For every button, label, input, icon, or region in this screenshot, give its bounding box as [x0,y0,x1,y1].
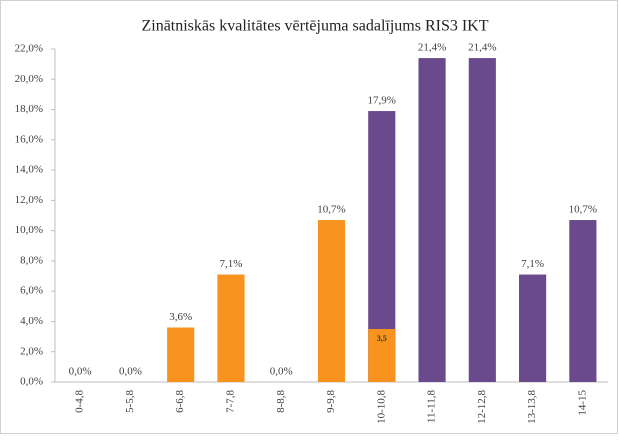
data-label: 0,0% [69,366,92,378]
bar [519,274,547,382]
y-tick-label: 8,0% [20,254,43,266]
bar [418,58,446,382]
x-tick-label: 8-8,8 [275,390,287,413]
y-tick-label: 0,0% [20,376,43,388]
x-tick-label: 9-9,8 [325,390,337,413]
bar [569,220,597,382]
data-label: 21,4% [418,42,446,54]
data-label: 17,9% [368,95,396,107]
bar [167,327,195,382]
x-tick-label: 10-10,8 [375,390,387,424]
y-tick-label: 22,0% [15,43,43,55]
y-tick-label: 14,0% [15,164,43,176]
x-tick-label: 5-5,8 [124,390,136,413]
chart-title: Zinātniskās kvalitātes vērtējuma sadalīj… [141,18,488,35]
bar [217,274,245,382]
y-tick-label: 16,0% [15,133,43,145]
x-tick-label: 14-15 [576,390,588,416]
data-label: 10,7% [569,204,597,216]
x-tick-label: 6-6,8 [174,390,186,413]
data-label: 21,4% [468,42,496,54]
x-tick-label: 7-7,8 [224,390,236,413]
x-tick-label: 11-11,8 [426,390,438,424]
data-label: 10,7% [317,204,345,216]
y-tick-label: 2,0% [20,345,43,357]
data-label: 0,0% [119,366,142,378]
data-label: 0,0% [270,366,293,378]
data-label: 7,1% [219,258,242,270]
y-tick-label: 4,0% [20,315,43,327]
bar [468,58,496,382]
data-label: 3,5 [377,334,387,343]
x-tick-label: 12-12,8 [476,390,488,424]
y-tick-label: 12,0% [15,194,43,206]
data-label: 3,6% [169,311,192,323]
y-tick-label: 6,0% [20,285,43,297]
data-label: 7,1% [521,258,544,270]
bar [368,329,396,382]
x-tick-label: 13-13,8 [526,390,538,424]
x-tick-label: 0-4,8 [74,390,86,413]
y-tick-label: 10,0% [15,224,43,236]
y-tick-label: 18,0% [15,103,43,115]
y-tick-label: 20,0% [15,73,43,85]
bar [317,220,346,382]
